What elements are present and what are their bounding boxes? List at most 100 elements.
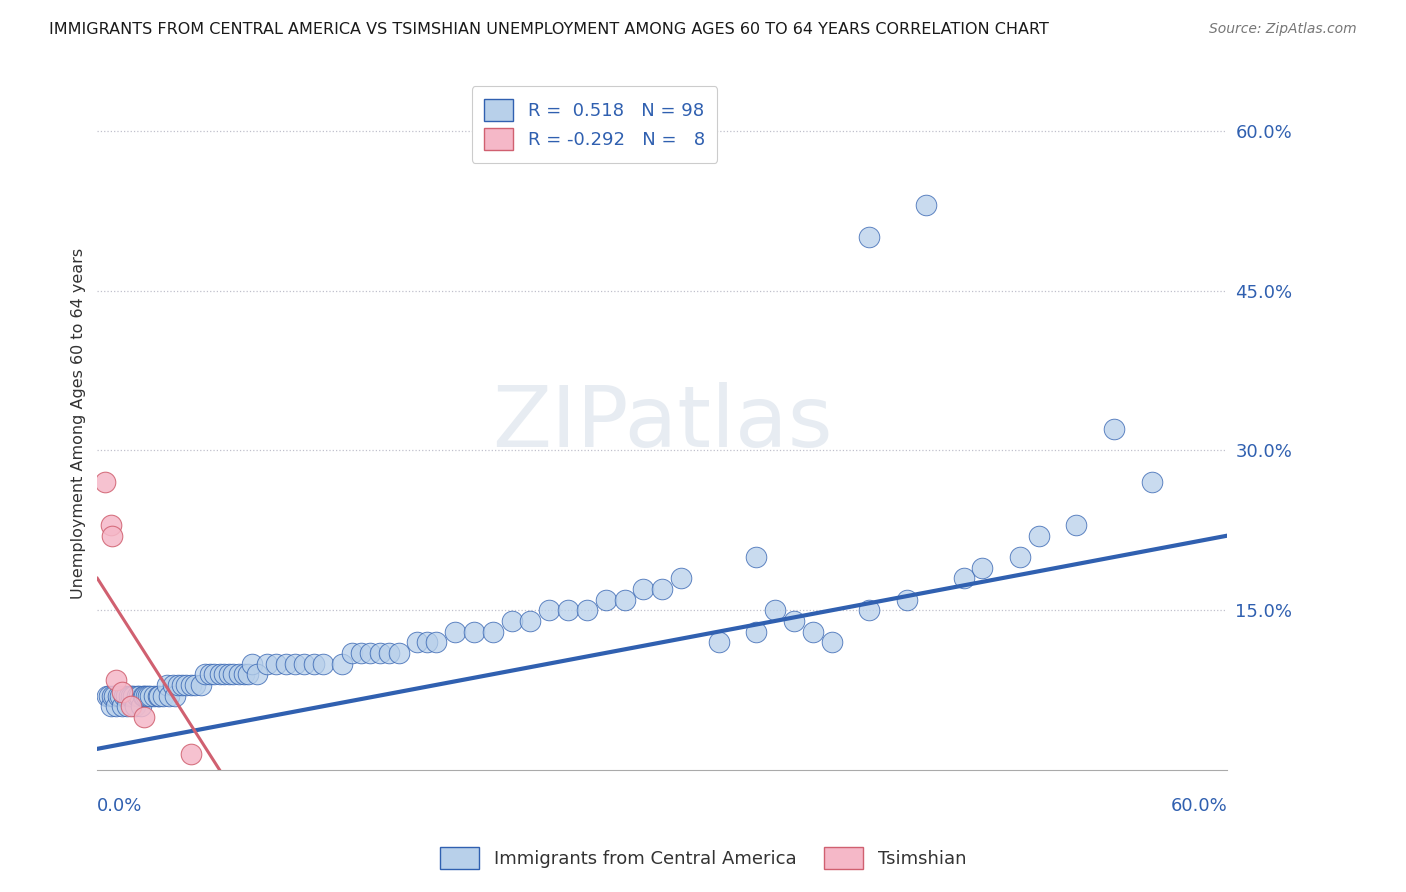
Point bbox=[359, 646, 381, 660]
Point bbox=[134, 689, 156, 703]
Point bbox=[350, 646, 373, 660]
Point bbox=[125, 689, 148, 703]
Point bbox=[274, 657, 297, 671]
Point bbox=[184, 678, 207, 692]
Point bbox=[821, 635, 844, 649]
Point bbox=[107, 689, 129, 703]
Point bbox=[914, 198, 936, 212]
Point bbox=[163, 689, 186, 703]
Point bbox=[100, 518, 122, 533]
Point bbox=[1066, 518, 1088, 533]
Legend: Immigrants from Central America, Tsimshian: Immigrants from Central America, Tsimshi… bbox=[430, 838, 976, 879]
Point bbox=[1008, 549, 1031, 564]
Point bbox=[952, 571, 974, 585]
Point bbox=[557, 603, 579, 617]
Point bbox=[136, 689, 159, 703]
Text: Source: ZipAtlas.com: Source: ZipAtlas.com bbox=[1209, 22, 1357, 37]
Point bbox=[858, 603, 880, 617]
Point bbox=[111, 685, 134, 699]
Point bbox=[651, 582, 673, 596]
Point bbox=[236, 667, 259, 681]
Point bbox=[763, 603, 786, 617]
Point bbox=[202, 667, 225, 681]
Point bbox=[194, 667, 217, 681]
Point bbox=[256, 657, 278, 671]
Point bbox=[101, 529, 124, 543]
Point bbox=[100, 699, 122, 714]
Point bbox=[180, 678, 202, 692]
Point bbox=[172, 678, 194, 692]
Point bbox=[114, 689, 136, 703]
Point bbox=[101, 689, 124, 703]
Point bbox=[1102, 422, 1125, 436]
Point bbox=[416, 635, 439, 649]
Text: ZIPatlas: ZIPatlas bbox=[492, 383, 832, 466]
Point bbox=[1140, 475, 1163, 490]
Point bbox=[501, 614, 523, 628]
Point bbox=[124, 699, 146, 714]
Point bbox=[167, 678, 190, 692]
Point bbox=[139, 689, 162, 703]
Point bbox=[745, 549, 768, 564]
Point bbox=[972, 560, 994, 574]
Point bbox=[783, 614, 806, 628]
Point bbox=[180, 747, 202, 761]
Point bbox=[463, 624, 485, 639]
Point bbox=[120, 689, 142, 703]
Point bbox=[152, 689, 174, 703]
Point bbox=[264, 657, 287, 671]
Point bbox=[118, 689, 141, 703]
Point bbox=[174, 678, 197, 692]
Point bbox=[858, 230, 880, 244]
Text: IMMIGRANTS FROM CENTRAL AMERICA VS TSIMSHIAN UNEMPLOYMENT AMONG AGES 60 TO 64 YE: IMMIGRANTS FROM CENTRAL AMERICA VS TSIMS… bbox=[49, 22, 1049, 37]
Point bbox=[103, 689, 125, 703]
Point bbox=[575, 603, 598, 617]
Point bbox=[312, 657, 335, 671]
Point bbox=[613, 592, 636, 607]
Point bbox=[388, 646, 411, 660]
Point bbox=[595, 592, 617, 607]
Point bbox=[707, 635, 730, 649]
Point bbox=[218, 667, 240, 681]
Point bbox=[135, 689, 157, 703]
Y-axis label: Unemployment Among Ages 60 to 64 years: Unemployment Among Ages 60 to 64 years bbox=[72, 248, 86, 599]
Point bbox=[146, 689, 169, 703]
Point bbox=[96, 689, 118, 703]
Point bbox=[111, 699, 134, 714]
Text: 60.0%: 60.0% bbox=[1170, 797, 1227, 814]
Point bbox=[228, 667, 250, 681]
Point bbox=[294, 657, 316, 671]
Point bbox=[128, 689, 150, 703]
Point bbox=[97, 689, 120, 703]
Point bbox=[330, 657, 353, 671]
Point bbox=[148, 689, 170, 703]
Point bbox=[208, 667, 231, 681]
Point bbox=[425, 635, 447, 649]
Point bbox=[142, 689, 165, 703]
Point bbox=[538, 603, 561, 617]
Point bbox=[519, 614, 541, 628]
Point bbox=[212, 667, 235, 681]
Point bbox=[156, 678, 179, 692]
Point bbox=[120, 699, 142, 714]
Point bbox=[378, 646, 401, 660]
Point bbox=[222, 667, 245, 681]
Text: 0.0%: 0.0% bbox=[97, 797, 143, 814]
Point bbox=[444, 624, 467, 639]
Point bbox=[94, 475, 117, 490]
Point bbox=[108, 689, 131, 703]
Point bbox=[157, 689, 180, 703]
Point bbox=[896, 592, 918, 607]
Point bbox=[1028, 529, 1050, 543]
Point bbox=[105, 673, 128, 687]
Point bbox=[105, 699, 128, 714]
Point bbox=[246, 667, 269, 681]
Point bbox=[340, 646, 363, 660]
Point bbox=[122, 689, 145, 703]
Point bbox=[117, 699, 139, 714]
Point bbox=[669, 571, 692, 585]
Point bbox=[240, 657, 263, 671]
Point bbox=[190, 678, 212, 692]
Point bbox=[112, 689, 135, 703]
Point bbox=[233, 667, 256, 681]
